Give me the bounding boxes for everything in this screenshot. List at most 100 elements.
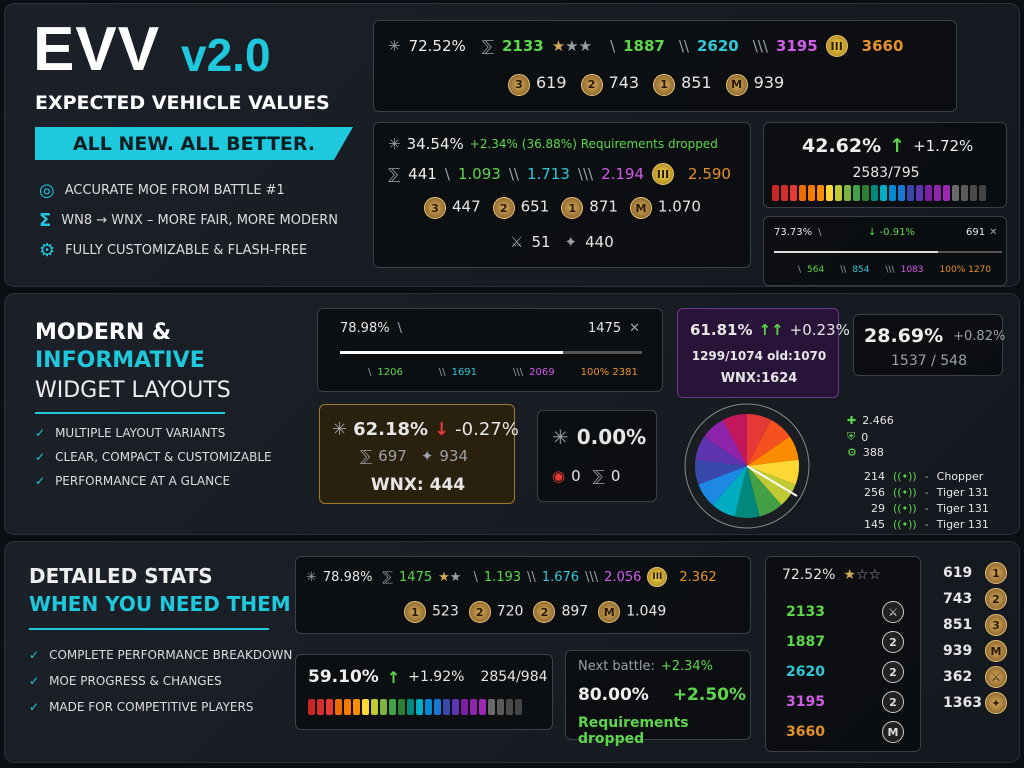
pie-slice — [747, 466, 796, 505]
widget-moe-detail: ✳ 34.54% +2.34% (36.88%) Requirements dro… — [373, 122, 751, 268]
mark2-icon: \\ — [678, 37, 689, 55]
bar-segment — [317, 699, 324, 715]
gear-icon: ⚙ — [39, 240, 56, 261]
bar-segment — [362, 699, 369, 715]
bar-segment — [425, 699, 432, 715]
medal-3-icon: 3 — [424, 197, 446, 219]
bar-segment — [461, 699, 468, 715]
player-row: 145 ((•)) - Tiger 131 — [857, 516, 989, 532]
damage-icon: ✳ — [388, 135, 401, 153]
side-medal-icon: 3 — [985, 614, 1007, 636]
hero-version: v2.0 — [181, 29, 271, 81]
delta: ↓ -0.91% — [868, 227, 915, 238]
side-row: 851 3 — [943, 612, 1013, 638]
bar-segment — [398, 699, 405, 715]
layouts-heading-1: MODERN & — [35, 320, 172, 345]
player-tank: Chopper — [936, 469, 984, 483]
bar-segment — [799, 185, 806, 201]
bar-segment — [344, 699, 351, 715]
pie-slice — [695, 436, 747, 466]
side-row: 1363 ✦ — [943, 690, 1013, 716]
pie-slice — [712, 466, 747, 517]
bar-segment — [952, 185, 959, 201]
divider — [29, 628, 269, 630]
widget-moe-line: 78.98% \ 1475 ✕ \ 1206 \\ 1691 \\\ 2069 100% … — [317, 308, 663, 392]
signal-icon: ((•)) — [893, 485, 917, 499]
bar-segment — [817, 185, 824, 201]
wnx-icon: ⅀ — [388, 165, 401, 183]
medal-1-icon: 1 — [404, 601, 426, 623]
pie-needle — [746, 465, 798, 497]
pie-slice — [747, 466, 782, 517]
pie-slice — [747, 459, 799, 485]
medal-2-icon: 2 — [580, 73, 603, 96]
side-row: 619 1 — [943, 560, 1013, 586]
separator-icon: - — [924, 517, 929, 531]
damage-icon: ✳ — [388, 37, 401, 55]
medal-m-icon: M — [629, 197, 652, 219]
crosshair-icon: ✕ — [989, 227, 998, 238]
separator-icon: - — [924, 485, 929, 499]
bar-segment — [979, 185, 986, 201]
bar-segment — [308, 699, 315, 715]
wnx-icon: ⅀ — [481, 37, 494, 55]
shield-icon: ⛨ — [847, 430, 856, 443]
mark2-icon: \\ — [508, 165, 519, 183]
side-medal-icon: ✦ — [985, 692, 1007, 714]
feature-2: Σ WN8 → WNX – MORE FAIR, MORE MODERN — [39, 210, 338, 231]
pie-widget — [683, 402, 811, 530]
divider — [35, 412, 225, 414]
widget-summary: ✳ 72.52% ⅀ 2133 ★★★ \ 1887 \\ 2620 \\\ 3195 I… — [373, 20, 957, 112]
mark-row: 3660 M — [786, 717, 910, 747]
widget-detail-summary: ✳ 78.98% ⅀ 1475 ★★ \ 1.193 \\ 1.676 \\\ 2.056… — [295, 556, 751, 634]
pie-slice — [747, 414, 772, 466]
separator-icon: - — [924, 469, 929, 483]
bar-segment — [934, 185, 941, 201]
separator-icon: - — [924, 501, 929, 515]
pie-slice — [734, 466, 760, 518]
layouts-heading-3: WIDGET LAYOUTS — [35, 378, 231, 403]
side-medal-list: 619 1 743 2 851 3 939 M 362 ⚔ 1363 ✦ — [943, 560, 1013, 716]
bar-segment — [353, 699, 360, 715]
widget-purple: 61.81% ↑↑ +0.23% 1299/1074 old:1070 WNX:16… — [677, 308, 850, 398]
player-row: 214 ((•)) - Chopper — [857, 468, 989, 484]
mark-icon: 2 — [882, 631, 904, 653]
tank-icon: ✚ — [847, 414, 857, 427]
side-medal-icon: M — [985, 640, 1007, 662]
bar-segment — [389, 699, 396, 715]
signal-icon: ((•)) — [893, 517, 917, 531]
signal-icon: ((•)) — [893, 469, 917, 483]
check-icon: ✓ — [29, 700, 40, 714]
bar-segment — [452, 699, 459, 715]
mark-row: 1887 2 — [786, 627, 910, 657]
progress-track — [774, 251, 1002, 253]
bar-segment — [925, 185, 932, 201]
crossed-swords-icon: ⚔ — [510, 233, 524, 251]
bar-segment — [506, 699, 513, 715]
bar-segment — [826, 185, 833, 201]
mark-row: 2133 ⚔ — [786, 597, 910, 627]
bar-segment — [790, 185, 797, 201]
arrow-up-icon: ↑ — [386, 667, 401, 687]
bar-segment — [371, 699, 378, 715]
crosshair-icon: ✕ — [629, 321, 640, 336]
pie-slice — [698, 466, 747, 505]
arrow-down-icon: ↓ — [434, 419, 450, 440]
layout-bullet-3: ✓ PERFORMANCE AT A GLANCE — [35, 474, 231, 488]
medal-1-icon: 1 — [561, 197, 584, 219]
color-scale-bar — [772, 185, 986, 201]
mastery-m3-icon: III — [652, 163, 675, 185]
sigma-icon: Σ — [39, 210, 52, 231]
bar-segment — [470, 699, 477, 715]
bar-segment — [335, 699, 342, 715]
pie-chart — [684, 403, 810, 529]
bar-segment — [515, 699, 522, 715]
bar-segment — [907, 185, 914, 201]
bar-segment — [943, 185, 950, 201]
widget-compact: 28.69% +0.82% 1537 / 548 — [853, 314, 1005, 376]
bar-segment — [853, 185, 860, 201]
bar-segment — [434, 699, 441, 715]
medal-2-icon: 2 — [468, 601, 491, 623]
ratio: 2583/795 — [852, 165, 920, 181]
hero-section: EVV v2.0 EXPECTED VEHICLE VALUES ALL NEW… — [4, 3, 1020, 287]
